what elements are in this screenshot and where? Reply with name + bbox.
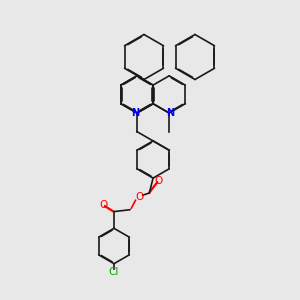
Text: N: N [167, 108, 175, 118]
Text: N: N [131, 108, 140, 118]
Text: O: O [154, 176, 163, 186]
Text: Cl: Cl [109, 267, 119, 277]
Text: O: O [135, 192, 143, 202]
Text: O: O [100, 200, 108, 210]
